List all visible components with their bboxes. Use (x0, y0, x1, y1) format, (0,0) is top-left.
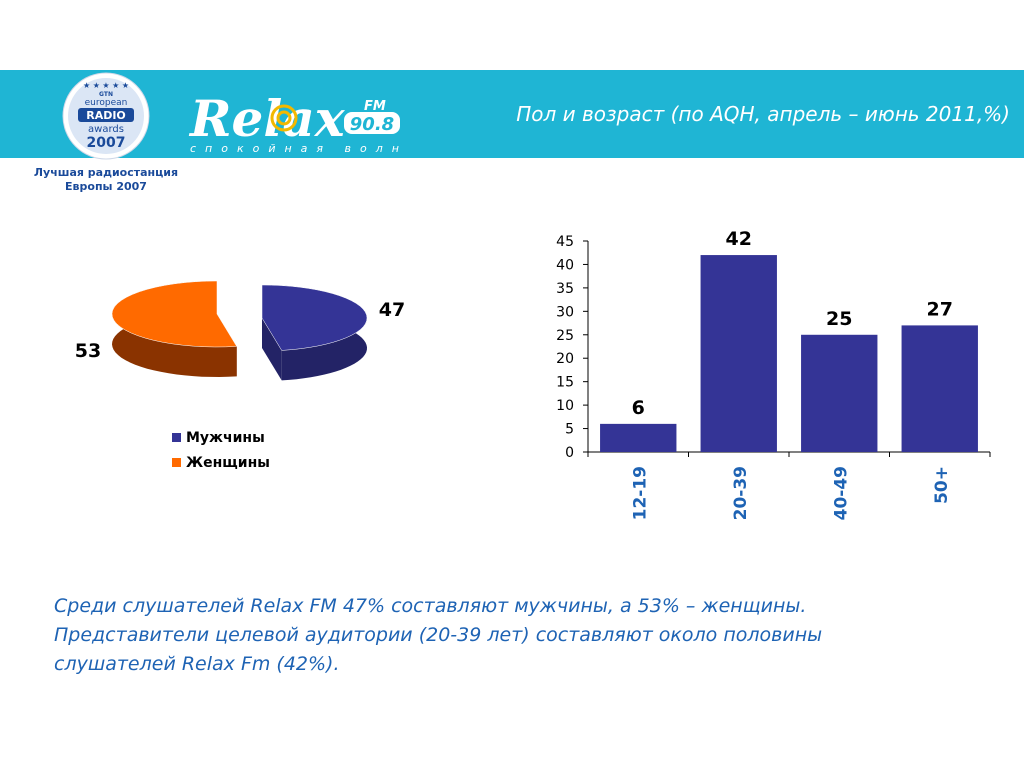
bar-40-49 (801, 334, 878, 452)
badge-caption-line-2: Европы 2007 (65, 180, 147, 193)
svg-text:awards: awards (88, 124, 124, 135)
page-title: Пол и возраст (по AQH, апрель – июнь 201… (516, 102, 1010, 126)
y-tick-label: 25 (556, 328, 574, 344)
bar-50+ (901, 325, 978, 452)
bar-category-label: 12-19 (630, 466, 650, 520)
gender-pie-chart: 47 53 Мужчины Женщины (75, 280, 405, 471)
pie-slice-male (261, 284, 368, 381)
summary-text: Среди слушателей Relax FM 47% составляют… (54, 592, 984, 679)
summary-line-3: слушателей Relax Fm (42%). (54, 653, 340, 675)
svg-text:спокойная волна: спокойная волна (190, 142, 408, 155)
bar-category-label: 20-39 (731, 466, 751, 520)
legend-swatch-male (172, 433, 181, 442)
svg-text:european: european (85, 98, 128, 108)
svg-text:GTN: GTN (99, 91, 113, 98)
svg-text:Relax: Relax (188, 89, 346, 148)
legend-label-male: Мужчины (186, 430, 265, 446)
pie-slice-top (261, 284, 368, 351)
y-tick-label: 20 (556, 351, 574, 367)
radio-awards-badge: ★ ★ ★ ★ ★ GTN european RADIO awards 2007 (62, 72, 150, 160)
bar-data-labels: 6 42 25 27 (632, 228, 953, 419)
bar-data-label: 25 (826, 308, 852, 330)
bar-series (600, 255, 978, 452)
bar-category-labels: 12-19 20-39 40-49 50+ (630, 466, 952, 520)
y-tick-label: 40 (556, 257, 574, 273)
pie-slice-wall (262, 318, 282, 381)
y-tick-label: 0 (565, 445, 574, 461)
header-banner (0, 70, 1024, 158)
pie-slice-female (111, 280, 238, 377)
pie-slices (111, 280, 368, 381)
bar-20-39 (700, 255, 777, 452)
relax-fm-logo: Relax FM 90.8 спокойная волна (188, 89, 408, 155)
spiral-icon (270, 104, 298, 132)
badge-caption: Лучшая радиостанция Европы 2007 (30, 166, 182, 194)
badge-caption-line-1: Лучшая радиостанция (33, 166, 179, 179)
svg-text:★ ★ ★ ★ ★: ★ ★ ★ ★ ★ (83, 81, 129, 90)
svg-text:90.8: 90.8 (350, 114, 394, 135)
bar-data-label: 6 (632, 397, 645, 419)
age-bar-chart: 0 5 10 15 20 25 30 35 40 45 6 42 25 27 12-19 20-39 40-… (556, 228, 991, 520)
legend-swatch-female (172, 458, 181, 467)
y-tick-label: 15 (556, 375, 574, 391)
y-tick-label: 30 (556, 304, 574, 320)
bar-12-19 (600, 423, 677, 452)
pie-legend: Мужчины Женщины (172, 430, 270, 471)
summary-line-1: Среди слушателей Relax FM 47% составляют… (54, 595, 807, 617)
y-tick-label: 35 (556, 281, 574, 297)
bar-data-label: 42 (726, 228, 752, 250)
y-tick-label: 5 (565, 422, 574, 438)
bar-y-ticks: 0 5 10 15 20 25 30 35 40 45 (556, 234, 588, 461)
bar-category-label: 40-49 (831, 466, 851, 520)
bar-category-label: 50+ (932, 466, 952, 504)
svg-text:2007: 2007 (87, 135, 126, 151)
svg-text:FM: FM (364, 99, 386, 114)
summary-line-2: Представители целевой аудитории (20-39 л… (54, 624, 823, 646)
pie-slice-top (111, 280, 238, 348)
pie-data-label-female: 53 (75, 340, 101, 362)
pie-data-label-male: 47 (379, 299, 405, 321)
legend-label-female: Женщины (186, 455, 270, 471)
bar-data-label: 27 (927, 298, 953, 320)
y-tick-label: 10 (556, 398, 574, 414)
svg-text:RADIO: RADIO (86, 109, 126, 122)
y-tick-label: 45 (556, 234, 574, 250)
